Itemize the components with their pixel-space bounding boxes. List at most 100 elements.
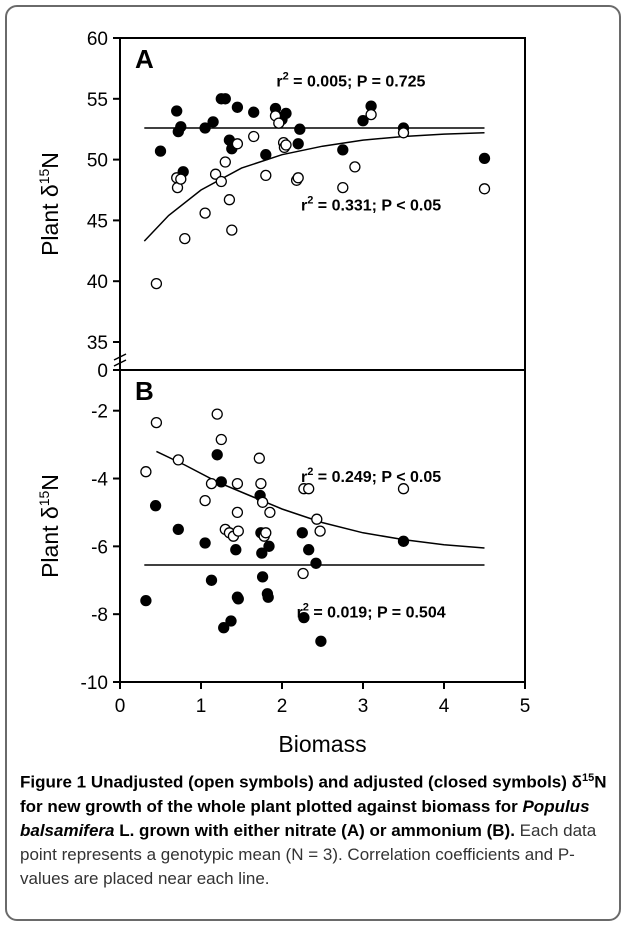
panel-b-point-open <box>199 494 211 507</box>
panel-a-point-open <box>199 207 211 219</box>
panel-b-x-tick-label: 5 <box>520 696 531 717</box>
panel-b-point-open <box>253 452 265 464</box>
panel-a-label: A <box>135 44 154 74</box>
panel-b-point-closed <box>225 615 237 627</box>
panel-b-stat-annotation-2: r2 = 0.019; P = 0.504 <box>297 602 446 622</box>
panel-a-point-open <box>209 168 222 180</box>
panel-b-point-open <box>231 477 244 490</box>
panel-a-point-open <box>337 181 349 194</box>
panel-b-stat-annotation-1: r2 = 0.249; P < 0.05 <box>301 466 441 486</box>
panel-b-point-closed <box>303 544 315 556</box>
panel-b-point-open <box>297 567 309 580</box>
panel-a-point-closed <box>199 122 211 134</box>
panel-a-point-closed <box>231 101 244 113</box>
panel-b-point-closed <box>256 571 269 583</box>
panel-b-point-open <box>140 466 152 478</box>
panel-b-point-open <box>397 483 410 495</box>
panel-b-point-closed <box>262 591 274 603</box>
panel-a-point-open <box>215 175 227 188</box>
panel-b-point-open <box>205 477 218 490</box>
panel-a-y-tick-label: 60 <box>87 29 108 50</box>
panel-b-y-tick-label: -4 <box>91 470 108 491</box>
panel-a-point-open <box>248 130 260 143</box>
panel-a-point-open <box>365 108 377 121</box>
panel-b-point-open <box>255 477 267 490</box>
panel-b-x-axis-label: Biomass <box>278 731 366 757</box>
panel-b-x-tick-label: 2 <box>277 696 288 717</box>
panel-a-point-open <box>273 117 285 129</box>
panel-b-point-open <box>303 483 315 495</box>
panel-b-point-closed <box>149 500 162 512</box>
panel-b-point-closed <box>310 557 322 569</box>
caption-superscript: 15 <box>581 772 595 784</box>
panel-a-axis-break-mark <box>113 353 127 361</box>
panel-a-y-tick-label: 35 <box>87 333 108 354</box>
panel-b-frame <box>119 369 526 683</box>
panel-a-point-closed <box>292 138 304 150</box>
panel-b-point-closed <box>298 611 310 624</box>
panel-a-point-closed <box>207 116 219 128</box>
panel-b-point-closed <box>172 523 184 536</box>
panel-a-axis-break-mark <box>113 359 127 367</box>
panel-b-y-axis-label: Plant δ15N <box>36 474 63 578</box>
panel-a-point-closed <box>260 149 272 161</box>
panel-b-point-open <box>260 527 272 539</box>
panel-a-y-tick-label: 55 <box>87 90 108 111</box>
figure-caption: Figure 1 Unadjusted (open symbols) and a… <box>20 766 610 891</box>
panel-a-point-open <box>150 277 163 290</box>
panel-a-y-tick-label: 0 <box>97 361 108 382</box>
panel-a-point-open <box>292 172 304 184</box>
panel-b-point-open <box>311 513 323 525</box>
panel-b-point-closed <box>256 547 268 559</box>
caption-species: Populus balsamifera <box>20 796 590 840</box>
figure-frame <box>5 5 621 921</box>
caption-title-part-3: L. grown with either nitrate (A) or ammo… <box>114 820 515 840</box>
panel-b-point-open <box>314 525 326 537</box>
panel-a-point-open <box>260 169 272 182</box>
panel-a-stat-annotation-2: r2 = 0.331; P < 0.05 <box>301 195 441 215</box>
panel-a-y-axis-label: Plant δ15N <box>36 152 63 256</box>
panel-a-point-closed <box>294 123 306 135</box>
panel-a-point-closed <box>248 106 260 118</box>
panel-a-point-closed <box>337 144 349 156</box>
panel-b-point-closed <box>218 622 230 634</box>
caption-description: Each data point represents a genotypic m… <box>20 820 597 888</box>
panel-a-point-closed <box>357 115 369 127</box>
panel-b-y-tick-label: -10 <box>81 673 108 694</box>
panel-b-point-open <box>211 408 223 420</box>
panel-b-y-tick-label: -6 <box>91 537 108 558</box>
panel-b-point-closed <box>296 527 308 539</box>
panel-a-point-open <box>226 224 238 236</box>
panel-b-label: B <box>135 376 154 406</box>
panel-a-point-open <box>397 127 410 139</box>
panel-a-point-open <box>478 183 491 195</box>
panel-a-y-tick-label: 50 <box>87 151 108 172</box>
panel-a-point-closed <box>478 152 491 165</box>
panel-b-point-closed <box>205 574 218 586</box>
panel-a-point-closed <box>175 121 187 133</box>
panel-b-point-closed <box>140 594 152 607</box>
panel-a-point-closed <box>280 107 292 120</box>
panel-b-point-closed <box>211 449 223 461</box>
panel-b-point-closed <box>230 544 242 556</box>
panel-a-point-closed <box>171 105 183 117</box>
panel-b-x-tick-label: 3 <box>358 696 369 717</box>
panel-b-point-open <box>231 506 244 519</box>
panel-a-point-open <box>175 173 187 185</box>
panel-b-x-tick-label: 0 <box>115 696 126 717</box>
panel-a-stat-annotation-1: r2 = 0.005; P = 0.725 <box>276 71 425 91</box>
panel-b-point-closed <box>199 537 211 549</box>
panel-a-point-open <box>223 194 236 206</box>
panel-a-point-open <box>349 161 361 173</box>
panel-b-point-closed <box>263 540 275 552</box>
panel-a-point-open <box>179 232 191 245</box>
panel-b-point-closed <box>215 476 227 488</box>
panel-b-point-open <box>232 525 244 537</box>
panel-b-point-open <box>264 506 276 519</box>
panel-a-point-open <box>280 139 292 151</box>
panel-a-y-tick-label: 40 <box>87 272 108 293</box>
panel-b-point-open <box>215 433 227 446</box>
caption-title-part-1: Figure 1 Unadjusted (open symbols) and a… <box>20 772 582 792</box>
panel-a-point-closed <box>219 93 231 105</box>
